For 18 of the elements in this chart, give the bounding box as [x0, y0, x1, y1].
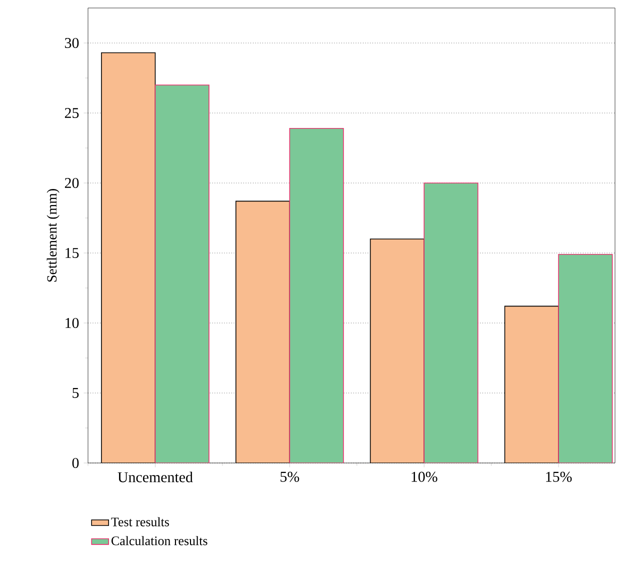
y-tick-label: 10: [66, 318, 79, 328]
bar: [289, 128, 344, 463]
bar: [424, 182, 478, 463]
y-tick-label: 25: [64, 108, 79, 118]
y-tick-label: 5: [72, 388, 79, 398]
y-tick-label: 15: [66, 248, 79, 258]
y-tick-label: 30: [65, 38, 79, 48]
y-tick-label: 0: [72, 458, 79, 468]
y-axis-title: Settlement (mm): [46, 189, 60, 282]
x-tick-label: 15%: [546, 472, 572, 482]
x-tick-label: 10%: [412, 472, 438, 482]
bar: [558, 254, 613, 463]
bar: [154, 84, 210, 463]
legend-label: Calculation results: [112, 536, 208, 546]
x-tick-label: Uncemented: [118, 472, 193, 482]
x-tick-label: 5%: [280, 472, 300, 482]
legend-label: Test results: [111, 517, 169, 526]
y-tick-label: 20: [64, 178, 79, 188]
